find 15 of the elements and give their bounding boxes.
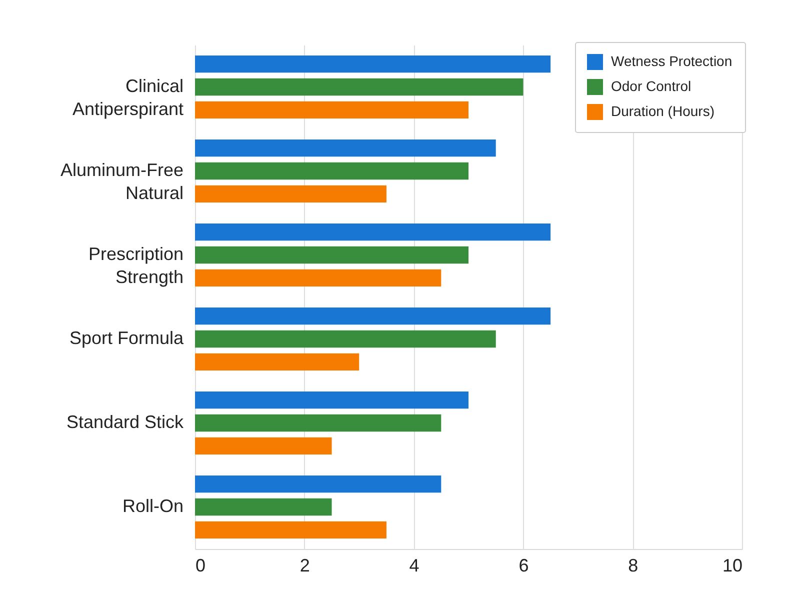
y-tick-label: Clinical Antiperspirant <box>72 76 184 119</box>
x-tick-label: 6 <box>518 556 529 576</box>
legend-label: Wetness Protection <box>611 53 732 69</box>
y-tick-label: Aluminum-Free Natural <box>60 160 184 203</box>
legend-label: Odor Control <box>611 78 692 94</box>
x-tick-label: 2 <box>300 556 310 576</box>
y-tick-label: Standard Stick <box>66 412 184 432</box>
x-tick-label: 0 <box>196 556 206 576</box>
y-tick-label: Roll-On <box>122 496 184 516</box>
x-tick-label: 10 <box>722 556 742 576</box>
legend-label: Duration (Hours) <box>611 103 714 119</box>
y-tick-label: Prescription Strength <box>88 244 184 287</box>
x-tick-label: 8 <box>628 556 638 576</box>
y-tick-label: Sport Formula <box>69 328 184 348</box>
x-tick-label: 4 <box>409 556 420 576</box>
